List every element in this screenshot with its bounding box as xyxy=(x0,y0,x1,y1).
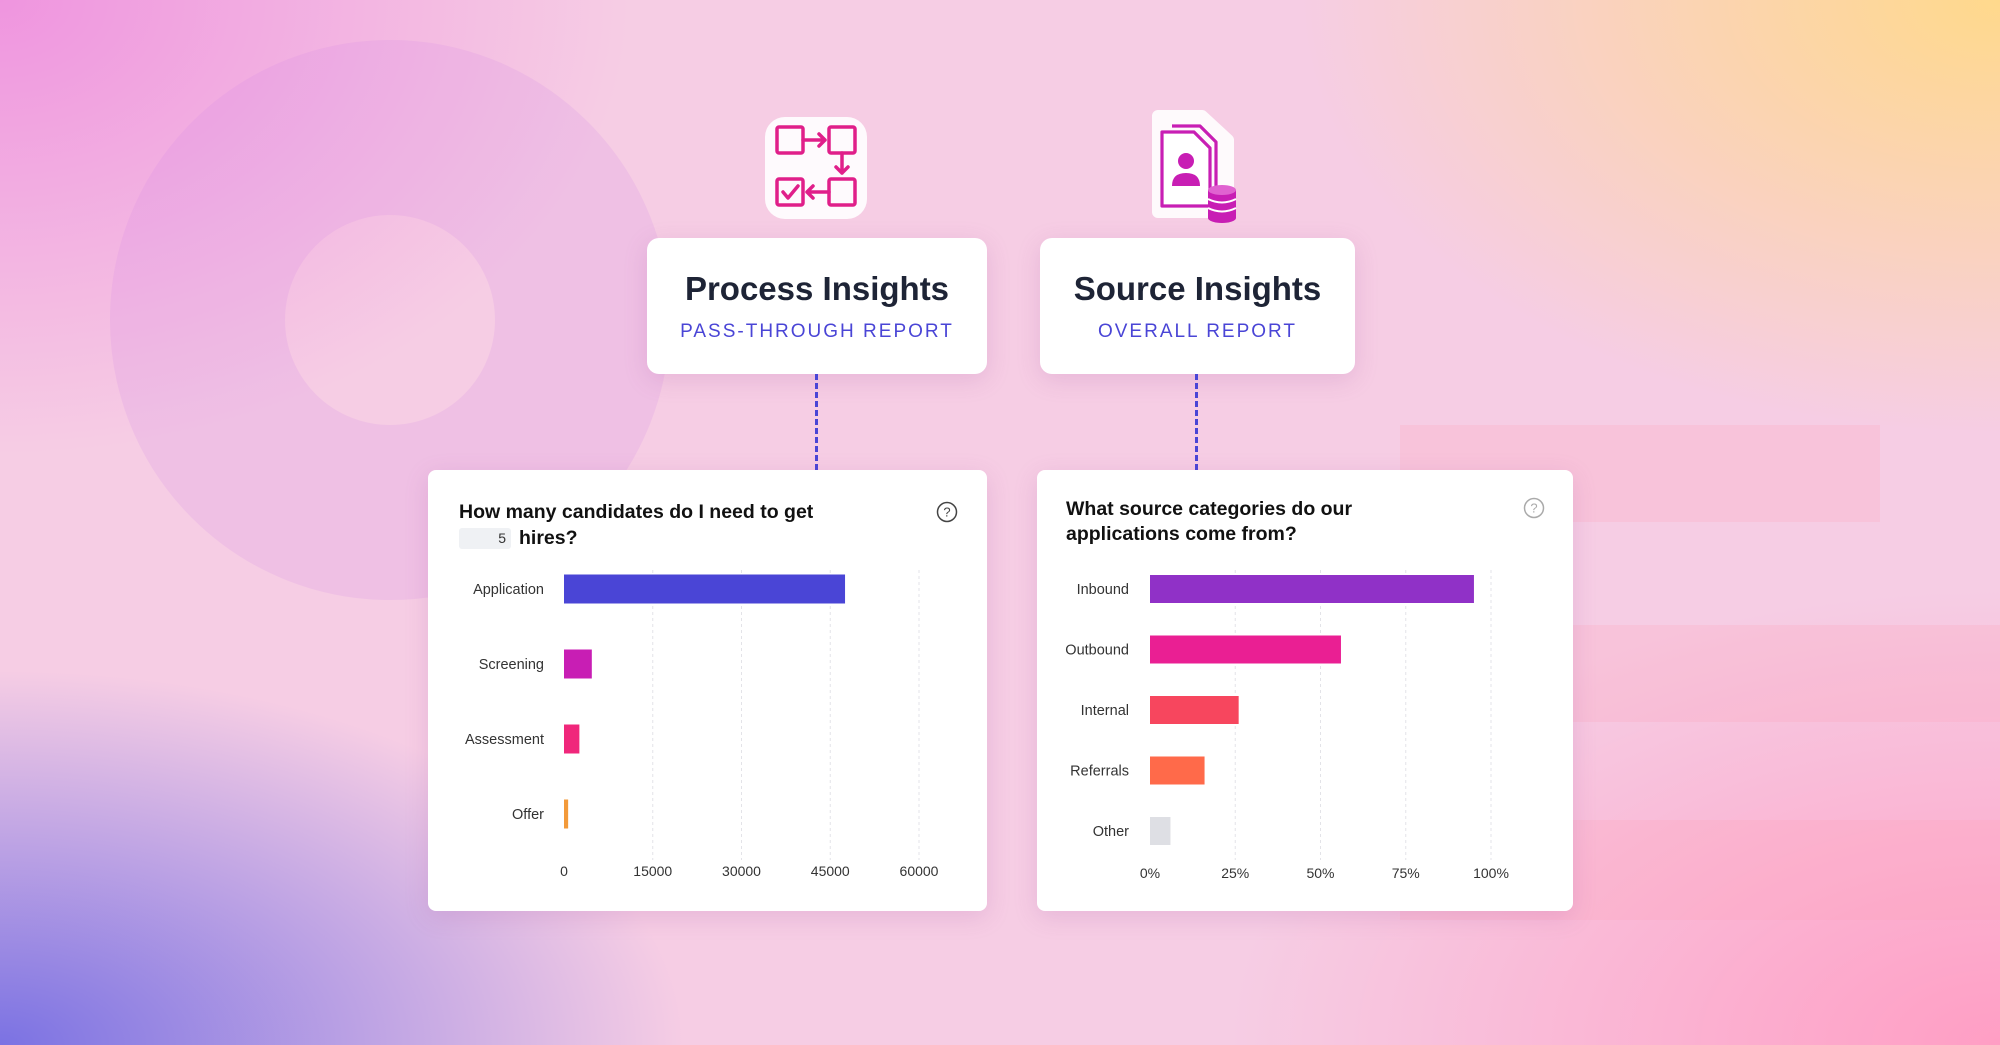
process-bar-chart: 0 15000 30000 45000 60000 Application Screenin… xyxy=(465,570,939,879)
source-chart-card: What source categories do our applicatio… xyxy=(1037,470,1573,911)
bar xyxy=(1150,696,1239,724)
bar xyxy=(1150,575,1474,603)
category-label: Screening xyxy=(479,657,544,673)
source-connector-line xyxy=(1195,374,1198,470)
bar xyxy=(1150,756,1205,785)
category-label: Offer xyxy=(512,807,544,823)
process-insights-title: Process Insights xyxy=(684,270,950,307)
candidate-database-icon xyxy=(1150,110,1250,228)
x-tick-label: 60000 xyxy=(900,863,939,879)
hires-count-input[interactable]: 5 xyxy=(459,528,511,549)
bar xyxy=(1150,635,1341,664)
process-chart-question: How many candidates do I need to get xyxy=(459,501,814,523)
bar xyxy=(564,724,580,754)
x-tick-label: 0 xyxy=(560,863,568,879)
help-icon[interactable]: ? xyxy=(1523,497,1545,524)
bar xyxy=(564,574,846,604)
x-tick-label: 30000 xyxy=(722,863,761,879)
bar xyxy=(564,649,592,679)
hires-question-row: 5 hires? xyxy=(459,526,578,551)
source-chart-question: What source categories do our applicatio… xyxy=(1066,498,1353,545)
category-label: Assessment xyxy=(465,732,544,748)
source-insights-card[interactable]: Source Insights OVERALL REPORT xyxy=(1040,238,1355,374)
x-tick-label: 0% xyxy=(1140,865,1160,881)
category-label: Other xyxy=(1093,824,1129,840)
process-flow-icon xyxy=(763,115,869,221)
category-label: Internal xyxy=(1081,703,1129,719)
x-tick-label: 75% xyxy=(1392,865,1420,881)
x-tick-label: 25% xyxy=(1221,865,1249,881)
source-insights-subtitle: OVERALL REPORT xyxy=(1097,321,1298,342)
category-label: Referrals xyxy=(1070,764,1129,780)
process-insights-card[interactable]: Process Insights PASS-THROUGH REPORT xyxy=(647,238,987,374)
bar xyxy=(564,799,569,829)
x-tick-label: 50% xyxy=(1306,865,1334,881)
process-chart-question-suffix: hires? xyxy=(519,527,578,549)
process-chart-card: How many candidates do I need to get 5 h… xyxy=(428,470,987,911)
process-insights-subtitle: PASS-THROUGH REPORT xyxy=(680,321,954,342)
help-icon[interactable]: ? xyxy=(936,501,958,528)
category-label: Inbound xyxy=(1077,582,1129,598)
category-label: Application xyxy=(473,582,544,598)
source-bar-chart: 0% 25% 50% 75% 100% Inbound Outbound Internal Re… xyxy=(1065,570,1509,881)
process-connector-line xyxy=(815,374,818,470)
x-tick-label: 15000 xyxy=(633,863,672,879)
x-tick-label: 45000 xyxy=(811,863,850,879)
category-label: Outbound xyxy=(1065,643,1129,659)
bar xyxy=(1150,817,1171,845)
x-tick-label: 100% xyxy=(1473,865,1509,881)
svg-text:?: ? xyxy=(943,505,950,520)
source-insights-title: Source Insights xyxy=(1073,270,1322,307)
svg-text:?: ? xyxy=(1530,501,1537,516)
